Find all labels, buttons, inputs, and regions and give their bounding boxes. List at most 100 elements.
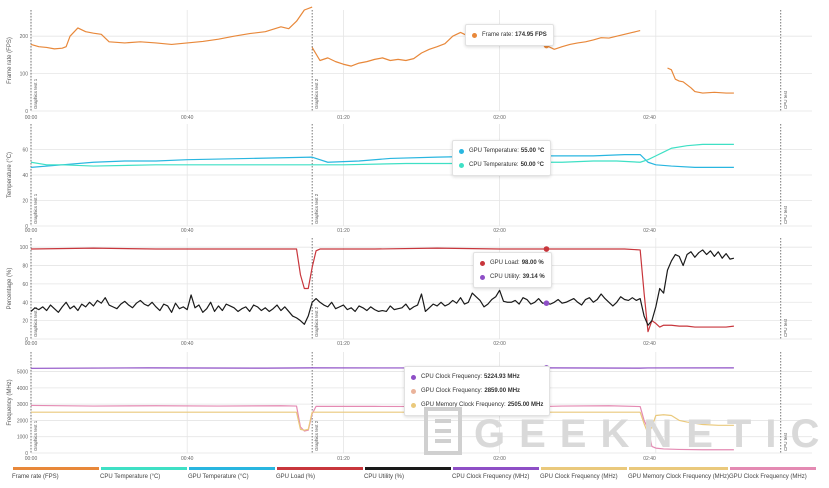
legend-item[interactable]: Frame rate (FPS) xyxy=(12,467,100,487)
tooltip-row: GPU Memory Clock Frequency: 2505.00 MHz xyxy=(411,398,543,412)
tooltip-label: GPU Memory Clock Frequency: xyxy=(421,402,506,408)
legend-item[interactable]: CPU Utility (%) xyxy=(364,467,452,487)
tooltip-row: GPU Load: 98.00 % xyxy=(480,256,545,270)
y-tick-label: 0 xyxy=(25,109,28,115)
tooltip-value: 2859.00 MHz xyxy=(484,388,521,394)
chart-panel-0: 0 100 200 00:00 00:40 01:20 02:00 02:40 Frame ra… xyxy=(7,6,812,121)
tooltip-row: GPU Temperature: 55.00 °C xyxy=(459,144,544,158)
x-tick-label: 00:00 xyxy=(25,341,38,347)
series-line-gpu-load- xyxy=(30,247,734,333)
x-tick-label: 02:00 xyxy=(493,456,506,462)
tooltip-value: 55.00 °C xyxy=(520,148,545,154)
tooltip-row: CPU Temperature: 50.00 °C xyxy=(459,158,544,172)
legend-swatch xyxy=(453,467,539,470)
x-tick-label: 02:40 xyxy=(643,456,656,462)
y-tick-label: 4000 xyxy=(17,386,28,392)
chart-panel-3: 0 1000 2000 3000 4000 5000 00:00 00:40 01:20 02:0… xyxy=(7,352,812,462)
chart-panel-1: 0 20 40 60 00:00 00:40 01:20 02:00 02:40 Temperat… xyxy=(7,124,812,234)
series-dot-icon xyxy=(459,148,464,154)
y-tick-label: 20 xyxy=(22,319,28,325)
watermark-text: GEEKNETIC xyxy=(474,412,819,455)
x-tick-label: 00:40 xyxy=(181,341,194,347)
legend-swatch xyxy=(277,467,363,470)
legend-item[interactable]: GPU Clock Frequency (MHz) xyxy=(540,467,628,487)
x-tick-label: 00:00 xyxy=(25,456,38,462)
legend-label: GPU Clock Frequency (MHz) xyxy=(729,474,807,480)
phase-label: Graphics test 1 xyxy=(33,193,38,224)
phase-label: CPU test xyxy=(783,90,788,109)
series-line-cpu-utility- xyxy=(30,249,735,326)
tooltip-row: GPU Clock Frequency: 2859.00 MHz xyxy=(411,384,543,398)
legend-swatch xyxy=(13,467,99,470)
y-tick-label: 200 xyxy=(20,34,29,40)
y-axis-title: Percentage (%) xyxy=(7,268,13,310)
x-tick-label: 02:00 xyxy=(493,341,506,347)
y-tick-label: 80 xyxy=(22,264,28,270)
y-tick-label: 40 xyxy=(22,173,28,179)
legend-swatch xyxy=(629,467,729,470)
legend-label: Frame rate (FPS) xyxy=(12,474,59,480)
legend-label: CPU Temperature (°C) xyxy=(100,474,161,480)
legend: Frame rate (FPS) CPU Temperature (°C) GPU … xyxy=(12,467,817,487)
x-tick-label: 00:40 xyxy=(181,228,194,234)
series-dot-icon xyxy=(411,374,416,380)
chart-panel-2: 0 20 40 60 80 100 00:00 00:40 01:20 02:00 02:40 Per… xyxy=(7,238,812,347)
y-tick-label: 0 xyxy=(25,337,28,343)
x-tick-label: 01:20 xyxy=(337,115,350,121)
x-tick-label: 02:00 xyxy=(493,115,506,121)
tooltip-label: GPU Clock Frequency: xyxy=(421,388,483,394)
y-tick-label: 2000 xyxy=(17,418,28,424)
legend-label: GPU Temperature (°C) xyxy=(188,474,249,480)
legend-swatch xyxy=(541,467,627,470)
series-line-gpu-memory-clock-frequency-mhz- xyxy=(31,411,734,435)
x-tick-label: 00:00 xyxy=(25,115,38,121)
legend-label: CPU Utility (%) xyxy=(364,474,404,480)
legend-item[interactable]: CPU Clock Frequency (MHz) xyxy=(452,467,540,487)
tooltip-value: 5224.93 MHz xyxy=(484,374,520,380)
phase-label: Graphics test 2 xyxy=(314,306,319,337)
x-tick-label: 00:40 xyxy=(181,456,194,462)
y-tick-label: 3000 xyxy=(17,402,28,408)
legend-label: GPU Clock Frequency (MHz) xyxy=(540,474,618,480)
tooltip-row: CPU Utility: 39.14 % xyxy=(480,270,545,284)
series-line-cpu-temperature-c- xyxy=(30,143,734,167)
x-tick-label: 02:00 xyxy=(493,228,506,234)
series-dot-icon xyxy=(411,402,416,408)
y-axis-title: Temperature (°C) xyxy=(7,152,13,198)
watermark-logo: GEEKNETIC xyxy=(424,407,819,455)
phase-label: Graphics test 2 xyxy=(314,420,319,451)
phase-label: CPU test xyxy=(783,432,788,451)
phase-label: Graphics test 1 xyxy=(33,78,38,109)
tooltip-value: 98.00 % xyxy=(521,260,544,266)
y-tick-label: 1000 xyxy=(17,435,28,441)
x-tick-label: 01:20 xyxy=(337,341,350,347)
legend-item[interactable]: GPU Temperature (°C) xyxy=(188,467,276,487)
tooltip-label: CPU Temperature: xyxy=(469,162,519,168)
legend-item[interactable]: GPU Memory Clock Frequency (MHz) xyxy=(628,467,729,487)
y-tick-label: 5000 xyxy=(17,370,28,376)
y-axis-title: Frame rate (FPS) xyxy=(7,37,13,84)
tooltip-label: Frame rate: xyxy=(482,32,514,38)
legend-item[interactable]: GPU Load (%) xyxy=(276,467,364,487)
phase-label: CPU test xyxy=(783,318,788,337)
tooltip-label: GPU Temperature: xyxy=(469,148,519,154)
series-dot-icon xyxy=(411,388,416,394)
x-tick-label: 02:40 xyxy=(643,341,656,347)
phase-label: Graphics test 2 xyxy=(314,193,319,224)
y-tick-label: 100 xyxy=(20,72,29,78)
tooltip-frame-rate: Frame rate: 174.95 FPS xyxy=(465,24,554,46)
series-line-frame-rate-fps- xyxy=(30,6,313,50)
legend-label: GPU Load (%) xyxy=(276,474,316,480)
tooltip-label: GPU Load: xyxy=(490,260,520,266)
legend-item[interactable]: GPU Clock Frequency (MHz) xyxy=(729,467,817,487)
series-dot-icon xyxy=(480,274,485,280)
series-dot-icon xyxy=(480,260,485,266)
tooltip-label: CPU Clock Frequency: xyxy=(421,374,483,380)
legend-item[interactable]: CPU Temperature (°C) xyxy=(100,467,188,487)
y-tick-label: 60 xyxy=(22,148,28,154)
tooltip-row: Frame rate: 174.95 FPS xyxy=(472,28,547,42)
phase-label: Graphics test 1 xyxy=(33,306,38,337)
series-line-gpu-temperature-c- xyxy=(30,154,734,168)
y-tick-label: 20 xyxy=(22,199,28,205)
